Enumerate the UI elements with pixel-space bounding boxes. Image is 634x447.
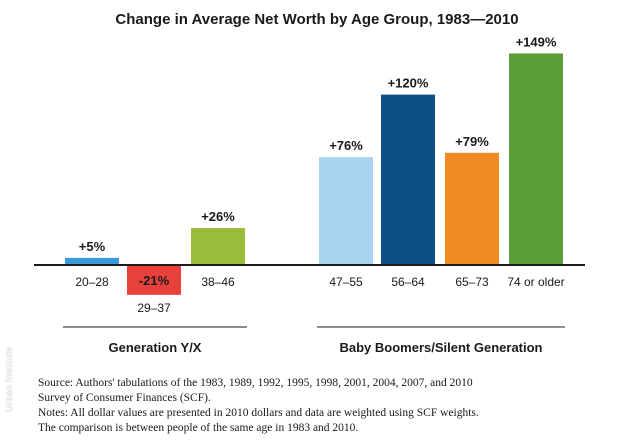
data-label-5: +120% — [388, 76, 429, 91]
data-label-6: +79% — [455, 134, 489, 149]
bar-1 — [65, 257, 119, 265]
category-label-7: 74 or older — [507, 275, 564, 289]
notes-line-3: Notes: All dollar values are presented i… — [38, 407, 479, 419]
data-label-2: -21% — [139, 273, 170, 288]
data-label-7: +149% — [516, 34, 557, 49]
category-label-4: 47–55 — [329, 275, 363, 289]
bar-2 — [127, 265, 181, 295]
category-label-1: 20–28 — [75, 275, 109, 289]
labels-layer: +5% 20–28 -21% 29–37 +26% 38–46 +76% 47–55 +120%… — [75, 34, 564, 314]
bar-4 — [319, 157, 373, 265]
category-label-3: 38–46 — [201, 275, 235, 289]
notes-line-2: Survey of Consumer Finances (SCF). — [38, 392, 211, 404]
bars-layer — [65, 53, 563, 295]
notes-line-4: The comparison is between people of the … — [38, 422, 359, 434]
data-label-3: +26% — [201, 209, 235, 224]
bar-3 — [191, 228, 245, 265]
chart-title: Change in Average Net Worth by Age Group… — [115, 11, 518, 28]
category-label-5: 56–64 — [391, 275, 425, 289]
data-label-4: +76% — [329, 138, 363, 153]
bar-6 — [445, 152, 499, 265]
bar-chart: Change in Average Net Worth by Age Group… — [34, 11, 585, 355]
source-notes: Source: Authors' tabulations of the 1983… — [38, 376, 628, 436]
group-label-2: Baby Boomers/Silent Generation — [340, 340, 543, 355]
watermark: Urban Institute — [4, 345, 14, 412]
notes-line-1: Source: Authors' tabulations of the 1983… — [38, 377, 473, 389]
data-label-1: +5% — [79, 239, 106, 254]
bar-7 — [509, 53, 563, 265]
groups-layer: Generation Y/X Baby Boomers/Silent Genera… — [63, 326, 565, 355]
category-label-6: 65–73 — [455, 275, 489, 289]
bar-5 — [381, 94, 435, 265]
group-label-1: Generation Y/X — [109, 340, 202, 355]
category-label-2: 29–37 — [137, 301, 171, 315]
